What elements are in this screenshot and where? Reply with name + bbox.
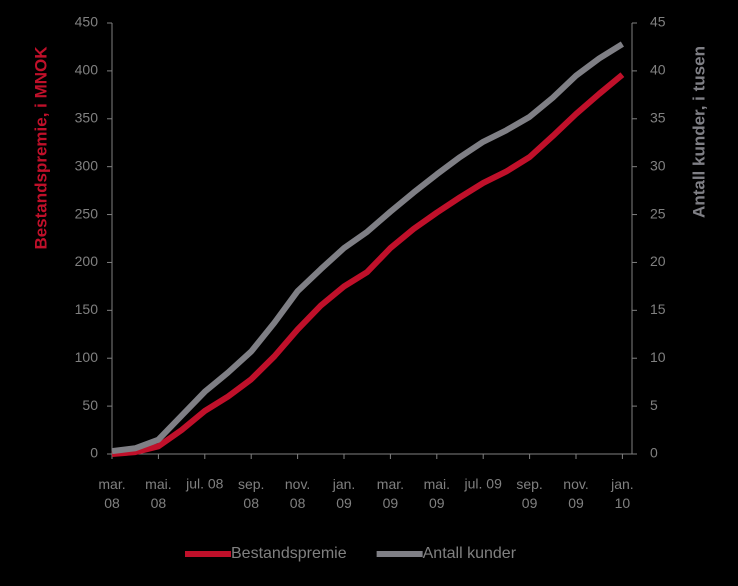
y-tick-label: 50 <box>82 397 98 413</box>
x-tick-label: mai. 09 <box>424 476 450 511</box>
y-tick-label: 450 <box>75 14 99 30</box>
y2-tick-label: 40 <box>650 62 666 78</box>
y2-tick-label: 0 <box>650 445 658 461</box>
y-tick-label: 0 <box>90 445 98 461</box>
x-tick-label: jul. 08 <box>185 476 224 492</box>
y-tick-label: 250 <box>75 205 99 221</box>
y-tick-label: 100 <box>75 349 99 365</box>
legend-label: Bestandspremie <box>231 545 347 562</box>
x-tick-label: jul. 09 <box>464 476 503 492</box>
x-tick-label: jan. 09 <box>332 476 356 511</box>
y-tick-label: 300 <box>75 157 99 173</box>
x-tick-label: nov. 08 <box>285 476 310 511</box>
x-tick-label: nov. 09 <box>563 476 588 511</box>
x-tick-label: mar. 08 <box>98 476 125 511</box>
y2-tick-label: 30 <box>650 157 666 173</box>
y2-tick-label: 20 <box>650 253 666 269</box>
x-tick-label: mar. 09 <box>377 476 404 511</box>
y2-tick-label: 45 <box>650 14 666 30</box>
y-tick-label: 350 <box>75 109 99 125</box>
y2-tick-label: 15 <box>650 301 666 317</box>
series-line <box>111 72 625 457</box>
y-axis-title: Bestandspremie, i MNOK <box>31 46 50 250</box>
y2-tick-label: 25 <box>650 205 666 221</box>
y2-tick-label: 5 <box>650 397 658 413</box>
x-tick-label: mai. 08 <box>145 476 171 511</box>
y2-axis-title: Antall kunder, i tusen <box>689 46 708 218</box>
y2-tick-label: 10 <box>650 349 666 365</box>
x-tick-label: sep. 08 <box>238 476 264 511</box>
y2-tick-label: 35 <box>650 109 666 125</box>
series-line <box>111 41 624 455</box>
y-tick-label: 400 <box>75 62 99 78</box>
y-tick-label: 150 <box>75 301 99 317</box>
x-tick-label: sep. 09 <box>516 476 542 511</box>
legend-label: Antall kunder <box>423 545 517 562</box>
y-tick-label: 200 <box>75 253 99 269</box>
x-tick-label: jan. 10 <box>610 476 634 511</box>
